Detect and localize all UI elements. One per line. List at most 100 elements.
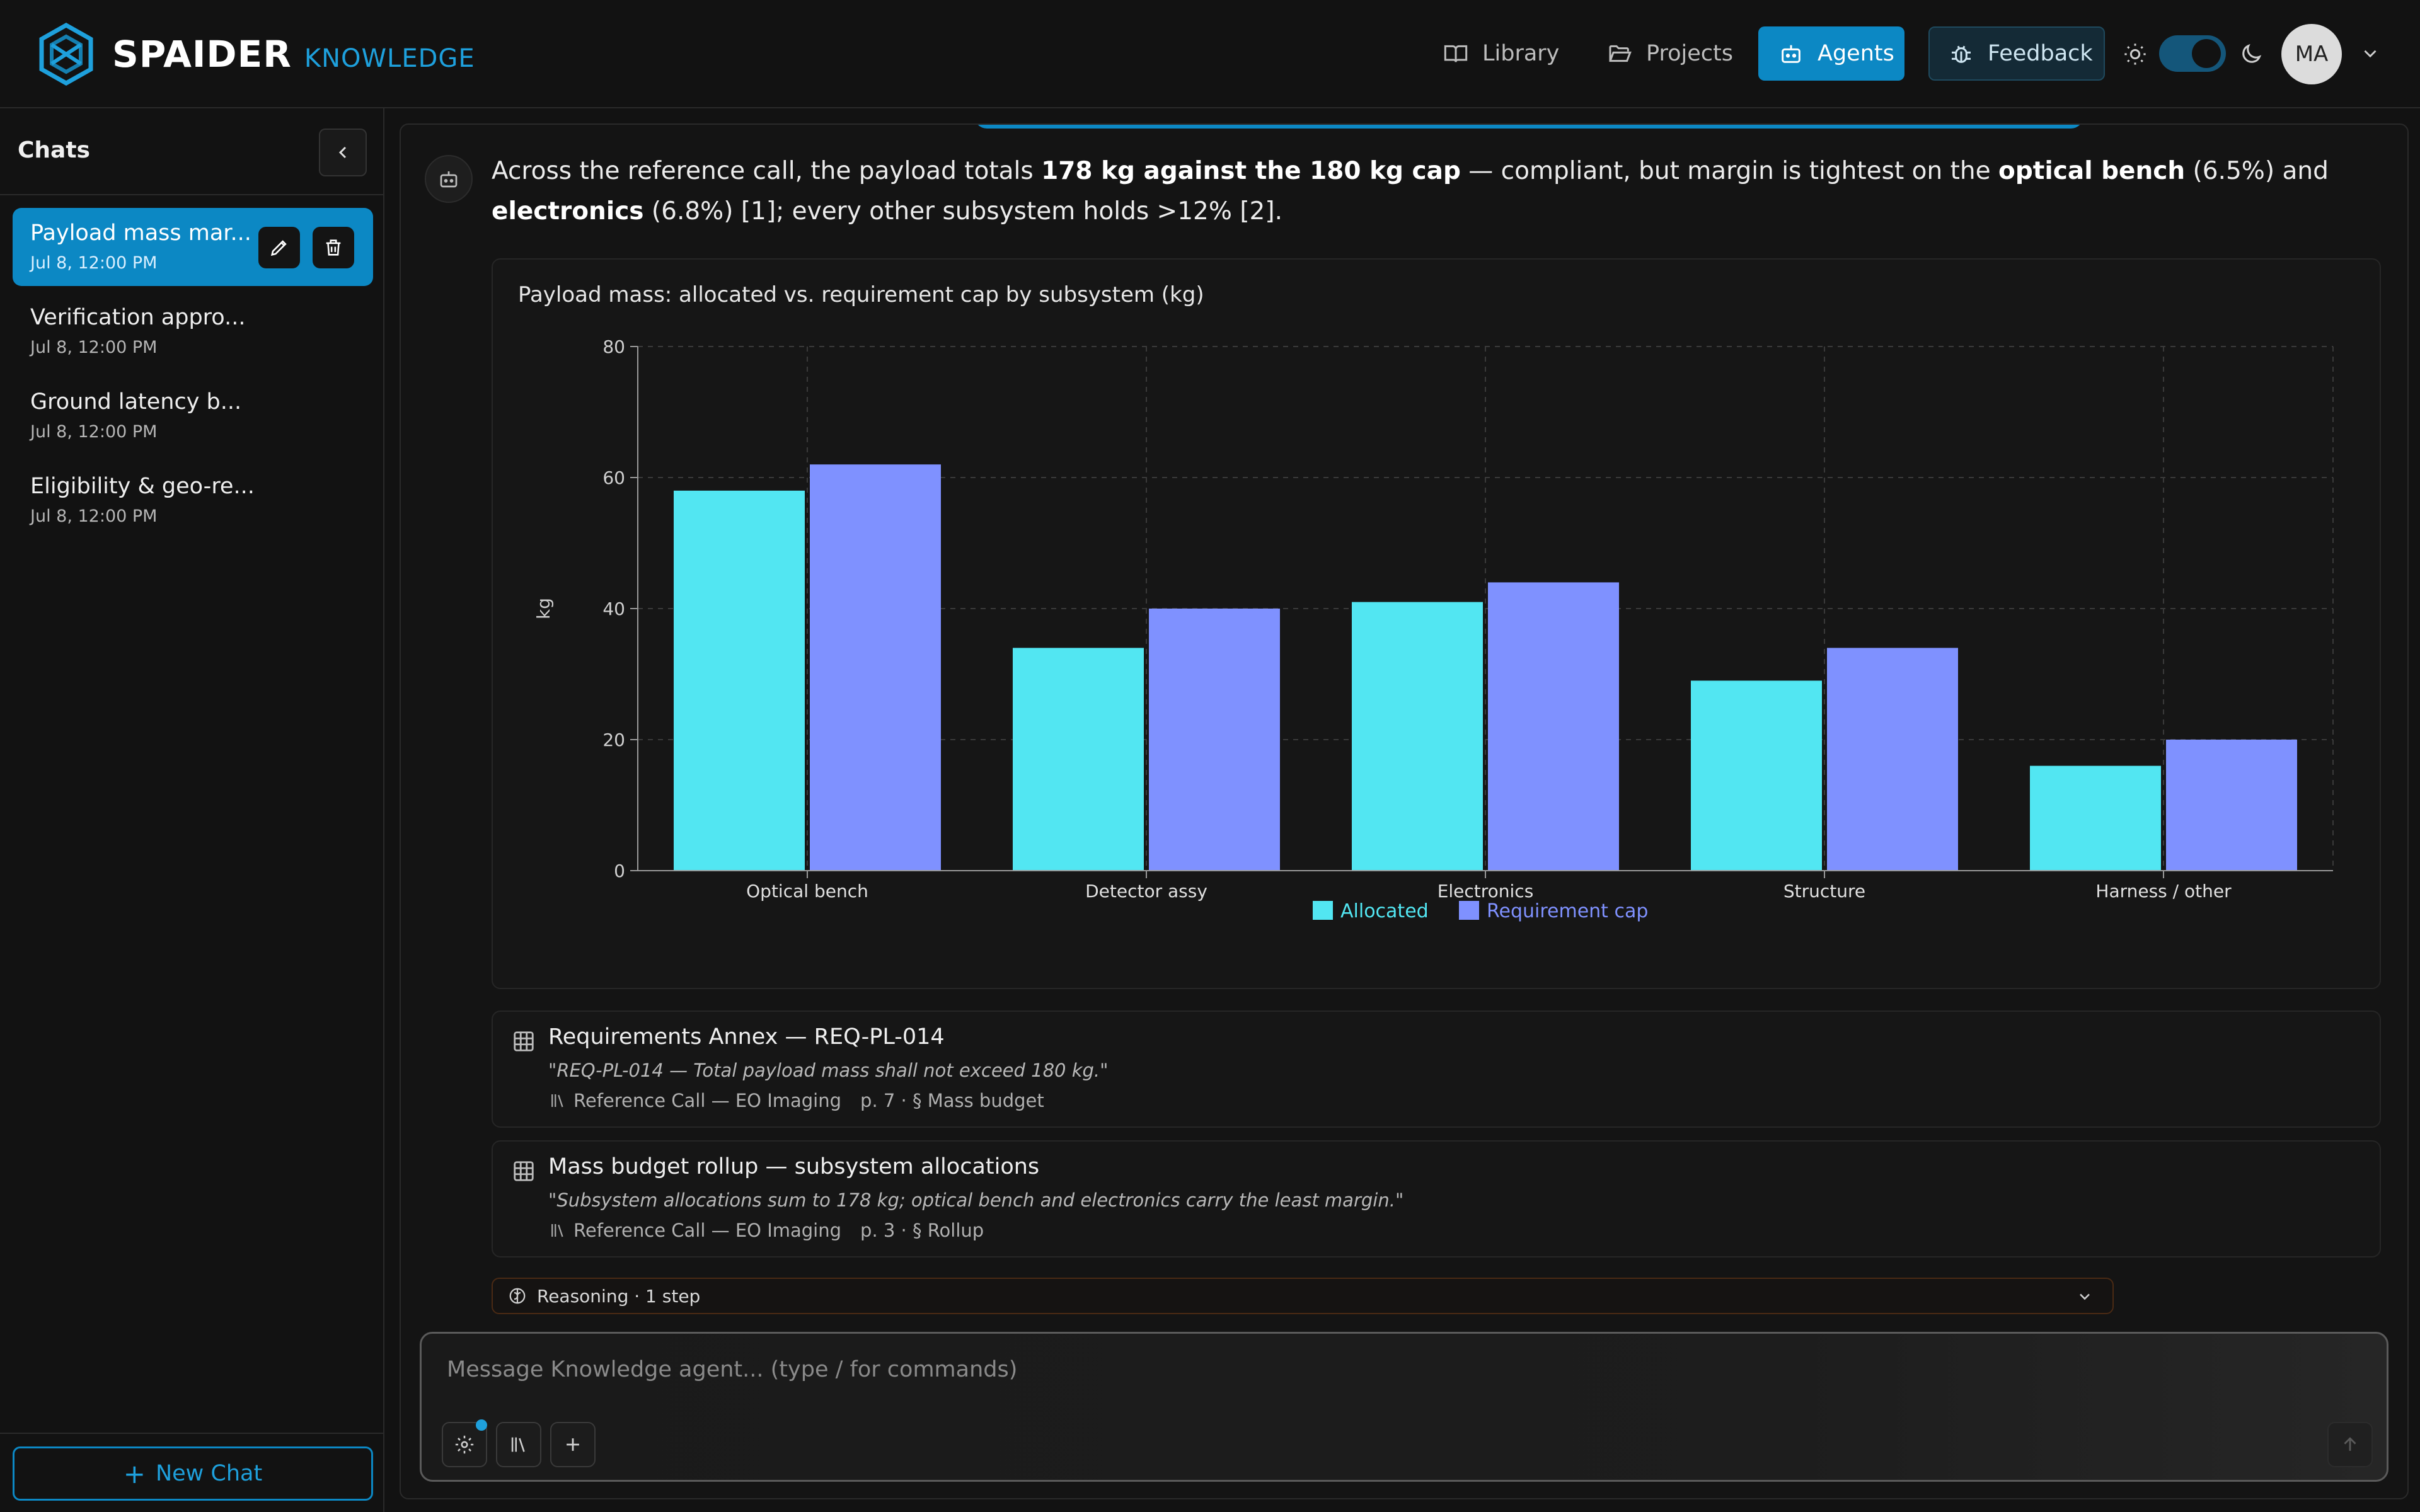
legend-swatch: [1313, 901, 1333, 920]
brand-logo[interactable]: SPAIDER KNOWLEDGE: [38, 23, 475, 86]
x-tick-label: Detector assy: [1085, 881, 1207, 902]
message-composer: [420, 1332, 2388, 1482]
collapse-sidebar-button[interactable]: [319, 129, 367, 176]
bar-requirement-cap: [2166, 740, 2297, 871]
x-tick-label: Structure: [1783, 881, 1865, 902]
chat-item-title: Eligibility & geo-re...: [30, 474, 255, 499]
library-sources-button[interactable]: [496, 1422, 541, 1467]
agent-settings-button[interactable]: [442, 1419, 487, 1467]
bar-allocated: [1691, 680, 1822, 871]
x-tick-label: Optical bench: [746, 881, 868, 902]
rename-chat-button[interactable]: [258, 227, 300, 268]
citation-page: p. 3 · § Rollup: [860, 1220, 984, 1241]
y-tick-label: 60: [602, 467, 625, 488]
chevron-left-icon: [338, 146, 347, 159]
legend-label: Requirement cap: [1487, 900, 1648, 922]
answer-text: — compliant, but margin is tightest on t…: [1460, 157, 1999, 185]
bar-requirement-cap: [1488, 582, 1619, 871]
scroll-indicator: [974, 125, 2083, 129]
chat-item-date: Jul 8, 12:00 PM: [30, 507, 158, 526]
chat-item[interactable]: Eligibility & geo-re... Jul 8, 12:00 PM: [13, 461, 373, 539]
chat-item-title: Verification appro...: [30, 305, 246, 330]
chat-item[interactable]: Ground latency b... Jul 8, 12:00 PM: [13, 377, 373, 455]
nav-agents[interactable]: Agents: [1758, 26, 1904, 81]
folder-open-icon: [1609, 45, 1632, 62]
bar-allocated: [1352, 602, 1483, 871]
chat-sidebar: Chats Payload mass mar... Jul 8, 12:00 P…: [0, 108, 384, 1512]
chat-item-title: Payload mass mar...: [30, 220, 251, 246]
chat-item[interactable]: Verification appro... Jul 8, 12:00 PM: [13, 292, 373, 370]
answer-text: Across the reference call, the payload t…: [492, 157, 1042, 185]
chevron-down-icon: [2080, 1293, 2090, 1300]
legend-label: Allocated: [1340, 900, 1429, 922]
sidebar-header: Chats: [0, 108, 383, 195]
sidebar-footer: + New Chat: [0, 1433, 383, 1512]
user-avatar[interactable]: MA: [2281, 24, 2342, 84]
citation-quote: "REQ-PL-014 — Total payload mass shall n…: [548, 1060, 1109, 1081]
x-tick-label: Electronics: [1438, 881, 1534, 902]
agent-avatar: [425, 155, 473, 203]
mass-bar-chart: 0 20 40 60 80 Optical bench Detector assy Elect…: [533, 336, 2334, 922]
nav-library-label: Library: [1482, 41, 1560, 66]
library-icon: [511, 1437, 525, 1452]
answer-emphasis: optical bench: [1998, 157, 2186, 185]
bar-requirement-cap: [1149, 609, 1280, 871]
bar-allocated: [674, 490, 805, 871]
citation-meta: Reference Call — EO Imaging p. 7 · § Mas…: [548, 1090, 1044, 1111]
y-tick-label: 0: [614, 861, 625, 881]
book-open-icon: [1444, 45, 1468, 62]
citation-quote: "Subsystem allocations sum to 178 kg; op…: [548, 1189, 1404, 1211]
chat-item-title: Ground latency b...: [30, 389, 242, 415]
plus-icon: [567, 1438, 579, 1451]
attach-button[interactable]: [550, 1422, 596, 1467]
citation-card[interactable]: Requirements Annex — REQ-PL-014 "REQ-PL-…: [492, 1011, 2381, 1128]
moon-icon: [2242, 43, 2262, 63]
sun-icon: [2124, 43, 2146, 65]
chat-panel: Across the reference call, the payload t…: [400, 123, 2409, 1499]
theme-toggle[interactable]: [2159, 35, 2226, 72]
reasoning-toggle[interactable]: Reasoning · 1 step: [492, 1278, 2114, 1314]
nav-feedback-label: Feedback: [1988, 41, 2093, 66]
gear-icon: [455, 1435, 474, 1454]
brand-product: KNOWLEDGE: [304, 44, 475, 73]
citation-title: Requirements Annex — REQ-PL-014: [548, 1024, 945, 1050]
brand-name: SPAIDER: [112, 33, 292, 76]
y-tick-label: 80: [602, 336, 625, 357]
nav-projects[interactable]: Projects: [1607, 26, 1733, 81]
library-icon: [551, 1224, 563, 1237]
chat-item[interactable]: Payload mass mar... Jul 8, 12:00 PM: [13, 208, 373, 286]
bug-icon: [1952, 45, 1971, 63]
bot-icon: [1782, 45, 1801, 63]
bar-requirement-cap: [1827, 648, 1958, 871]
chat-item-date: Jul 8, 12:00 PM: [30, 338, 158, 357]
nav-agents-label: Agents: [1818, 41, 1894, 66]
citation-document: Reference Call — EO Imaging: [573, 1090, 842, 1111]
delete-chat-button[interactable]: [313, 227, 354, 268]
bot-icon: [440, 171, 458, 188]
hexagon-logo-icon: [39, 23, 93, 86]
send-button[interactable]: [2327, 1422, 2373, 1467]
answer-emphasis: electronics: [492, 197, 644, 226]
answer-text: (6.5%) and: [2185, 157, 2329, 185]
chart-title: Payload mass: allocated vs. requirement …: [518, 282, 1204, 307]
trash-icon: [326, 239, 341, 256]
new-chat-button[interactable]: + New Chat: [13, 1446, 373, 1501]
citation-card[interactable]: Mass budget rollup — subsystem allocatio…: [492, 1140, 2381, 1257]
table-icon: [514, 1031, 534, 1051]
message-input[interactable]: [446, 1356, 2339, 1383]
pencil-icon: [270, 240, 287, 256]
answer-emphasis: 178 kg against the 180 kg cap: [1041, 157, 1461, 185]
table-icon: [514, 1161, 534, 1181]
nav-library[interactable]: Library: [1443, 26, 1559, 81]
new-chat-label: New Chat: [155, 1461, 263, 1486]
legend-swatch: [1459, 901, 1479, 920]
nav-feedback[interactable]: Feedback: [1928, 26, 2105, 81]
chevron-down-icon[interactable]: [2360, 43, 2381, 64]
arrow-up-icon: [2344, 1437, 2356, 1451]
y-tick-label: 40: [602, 598, 625, 619]
reasoning-label: Reasoning · 1 step: [537, 1285, 701, 1307]
chat-item-date: Jul 8, 12:00 PM: [30, 253, 158, 273]
theme-toggle-knob: [2192, 39, 2221, 68]
library-icon: [551, 1094, 563, 1108]
chart-card: 0 20 40 60 80 Optical bench Detector assy Elect…: [492, 258, 2381, 989]
